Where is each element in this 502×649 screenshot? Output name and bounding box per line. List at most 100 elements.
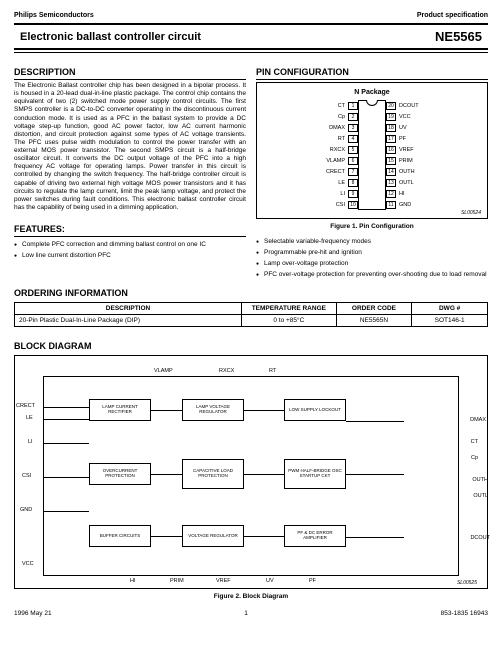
pin-label: CRECT xyxy=(316,169,348,175)
pin-row: RT4 xyxy=(316,133,358,144)
pin-number: 12 xyxy=(386,190,396,198)
pin-label: CT xyxy=(316,103,348,109)
port-csi: CSI xyxy=(22,473,31,479)
pin-number: 9 xyxy=(348,190,358,198)
pins-left: CT1Cp2DMAX3RT4RXCX5VLAMP6CRECT7LE8LI9CSI… xyxy=(316,100,358,210)
wire xyxy=(151,474,182,475)
port-le: LE xyxy=(26,415,33,421)
pin-diagram: N Package CT1Cp2DMAX3RT4RXCX5VLAMP6CRECT… xyxy=(256,82,488,219)
left-column: DESCRIPTION The Electronic Ballast contr… xyxy=(14,63,246,282)
pin-row: 19VCC xyxy=(386,111,428,122)
box-pwm-osc: PWM HALF-BRIDGE OSC STARTUP CKT xyxy=(284,459,346,489)
port-gnd: GND xyxy=(20,507,32,513)
pin-row: RXCX5 xyxy=(316,144,358,155)
port-uv: UV xyxy=(266,578,274,584)
pin-row: 11GND xyxy=(386,199,428,210)
footer-code: 853-1835 16943 xyxy=(441,610,488,617)
port-vlamp: VLAMP xyxy=(154,368,173,374)
title-rule-2 xyxy=(14,52,488,53)
pin-number: 2 xyxy=(348,113,358,121)
pin-row: CSI10 xyxy=(316,199,358,210)
wire xyxy=(346,537,404,538)
pin-label: UV xyxy=(396,125,428,131)
pin-row: 16VREF xyxy=(386,144,428,155)
port-dcout: DCOUT xyxy=(470,535,490,541)
pin-row: 12HI xyxy=(386,188,428,199)
box-pf-dc: PF & DC ERROR AMPLIFIER xyxy=(284,525,346,547)
pin-row: Cp2 xyxy=(316,111,358,122)
company-name: Philips Semiconductors xyxy=(14,12,94,19)
chip-outline: CT1Cp2DMAX3RT4RXCX5VLAMP6CRECT7LE8LI9CSI… xyxy=(261,100,483,210)
pin-number: 13 xyxy=(386,179,396,187)
package-label: N Package xyxy=(261,89,483,96)
port-li: LI xyxy=(28,439,33,445)
block-sl-code: SL00525 xyxy=(23,580,479,586)
port-rxcx: RXCX xyxy=(219,368,234,374)
wire xyxy=(44,419,89,420)
pin-number: 18 xyxy=(386,124,396,132)
page-footer: 1996 May 21 1 853-1835 16943 xyxy=(14,610,488,617)
wire xyxy=(244,536,284,537)
box-lamp-rect: LAMP CURRENT RECTIFIER xyxy=(89,399,151,421)
pin-number: 14 xyxy=(386,168,396,176)
spec-label: Product specification xyxy=(417,12,488,19)
pin-number: 15 xyxy=(386,157,396,165)
pin-row: VLAMP6 xyxy=(316,155,358,166)
wire xyxy=(44,477,89,478)
pin-row: 20DCOUT xyxy=(386,100,428,111)
feature-item: Low line current distortion PFC xyxy=(14,252,246,259)
port-prim: PRIM xyxy=(170,578,184,584)
pin-row: CT1 xyxy=(316,100,358,111)
title-row: Electronic ballast controller circuit NE… xyxy=(14,27,488,46)
wire xyxy=(44,443,89,444)
pin-sl-code: SL00524 xyxy=(261,210,483,216)
pin-number: 10 xyxy=(348,201,358,209)
port-vcc: VCC xyxy=(22,561,34,567)
pin-label: PRIM xyxy=(396,158,428,164)
port-crect: CRECT xyxy=(16,403,35,409)
pin-row: LE8 xyxy=(316,177,358,188)
block-heading: BLOCK DIAGRAM xyxy=(14,341,488,351)
pin-row: DMAX3 xyxy=(316,122,358,133)
pin-label: HI xyxy=(396,191,428,197)
cell-temp: 0 to +85°C xyxy=(242,315,337,327)
port-vref: VREF xyxy=(216,578,231,584)
feature-item: Programmable pre-hit and ignition xyxy=(256,249,488,256)
pin-label: RXCX xyxy=(316,147,348,153)
wire xyxy=(244,410,284,411)
port-cp: Cp xyxy=(471,455,478,461)
block-diagram-holder: VLAMP RXCX RT CRECT LE LI CSI GND VCC DM… xyxy=(14,355,488,589)
pin-label: Cp xyxy=(316,114,348,120)
feature-item: PFC over-voltage protection for preventi… xyxy=(256,271,488,278)
box-overcurrent: OVERCURRENT PROTECTION xyxy=(89,463,151,485)
table-header-row: DESCRIPTION TEMPERATURE RANGE ORDER CODE… xyxy=(15,303,488,315)
pin-row: 18UV xyxy=(386,122,428,133)
port-outh: OUTH xyxy=(472,477,488,483)
table-row: 20-Pin Plastic Dual-In-Line Package (DIP… xyxy=(15,315,488,327)
features-heading: FEATURES: xyxy=(14,224,246,237)
pin-label: VREF xyxy=(396,147,428,153)
port-hi: HI xyxy=(130,578,136,584)
pin-label: GND xyxy=(396,202,428,208)
ordering-heading: ORDERING INFORMATION xyxy=(14,288,488,298)
pin-row: 17PF xyxy=(386,133,428,144)
pin-number: 1 xyxy=(348,102,358,110)
title-rule-1 xyxy=(14,48,488,50)
main-columns: DESCRIPTION The Electronic Ballast contr… xyxy=(14,63,488,282)
box-low-supply: LOW SUPPLY LOCKOUT xyxy=(284,399,346,421)
wire xyxy=(346,474,404,475)
wire xyxy=(151,536,182,537)
cell-desc: 20-Pin Plastic Dual-In-Line Package (DIP… xyxy=(15,315,242,327)
pin-number: 16 xyxy=(386,146,396,154)
wire xyxy=(44,407,89,408)
pin-label: DCOUT xyxy=(396,103,428,109)
ordering-table: DESCRIPTION TEMPERATURE RANGE ORDER CODE… xyxy=(14,302,488,327)
footer-date: 1996 May 21 xyxy=(14,610,52,617)
box-cap-load: CAPACITIVE LOAD PROTECTION xyxy=(182,459,244,489)
port-pf: PF xyxy=(309,578,316,584)
pin-label: PF xyxy=(396,136,428,142)
wire xyxy=(244,474,284,475)
feature-item: Lamp over-voltage protection xyxy=(256,260,488,267)
description-heading: DESCRIPTION xyxy=(14,67,246,80)
doc-title: Electronic ballast controller circuit xyxy=(20,31,201,43)
